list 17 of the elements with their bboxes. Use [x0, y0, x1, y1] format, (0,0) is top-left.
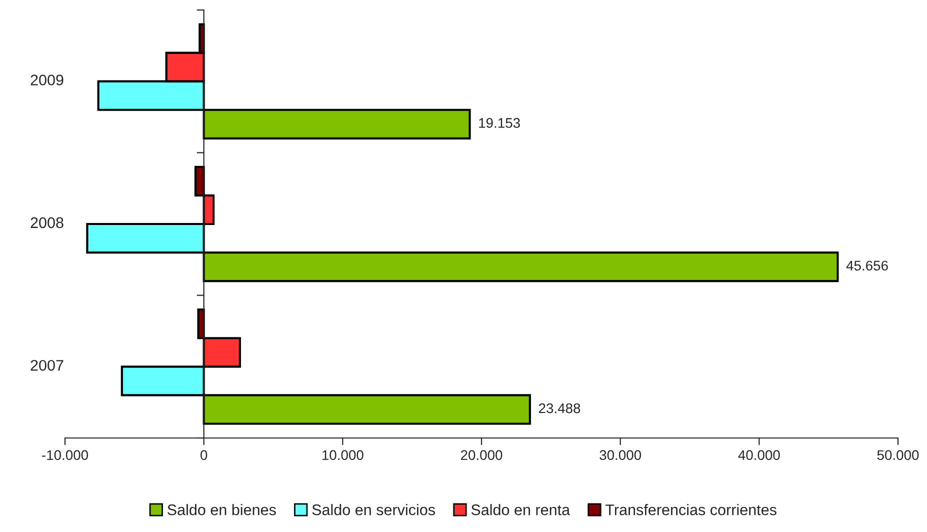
legend-label: Saldo en servicios	[312, 504, 435, 516]
data-label: 45.656	[846, 260, 888, 271]
x-tick-label: 20.000	[460, 450, 502, 460]
x-tick-label: 10.000	[322, 450, 364, 460]
y-tick-label: 2009	[30, 74, 64, 86]
data-label: 19.153	[479, 118, 520, 128]
y-tick-label: 2008	[30, 217, 64, 228]
data-label: 23.488	[538, 403, 580, 414]
y-tick-label: 2007	[30, 360, 64, 371]
legend-label: Transferencias corrientes	[606, 504, 776, 516]
x-tick-label: 40.000	[738, 450, 780, 460]
x-tick-label: 50.000	[877, 450, 919, 460]
x-tick-label: 0	[200, 450, 208, 460]
x-tick-label: 30.000	[600, 450, 642, 460]
legend-label: Saldo en renta	[471, 504, 570, 516]
legend-label: Saldo en bienes	[168, 504, 276, 516]
x-tick-label: -10.000	[42, 450, 88, 460]
